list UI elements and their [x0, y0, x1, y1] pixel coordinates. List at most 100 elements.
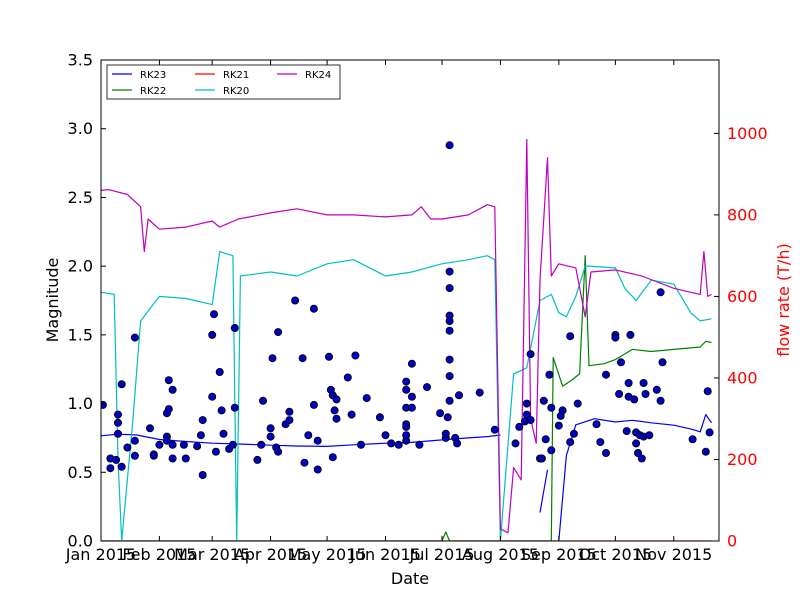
- y-tick-label: 3.5: [68, 51, 93, 70]
- scatter-point: [541, 435, 550, 444]
- scatter-point: [130, 333, 139, 342]
- scatter-point: [164, 405, 173, 414]
- scatter-point: [453, 439, 462, 448]
- scatter-point: [168, 385, 177, 394]
- scatter-point: [215, 367, 224, 376]
- x-tick-label: Jan 2015: [65, 545, 136, 564]
- scatter-point: [117, 380, 126, 389]
- x-axis-label: Date: [391, 569, 429, 588]
- y-axis-left: 0.0 0.5 1.0 1.5 2.0 2.5 3.0 3.5: [68, 51, 106, 551]
- scatter-point: [443, 413, 452, 422]
- scatter-point: [547, 446, 556, 455]
- scatter-point: [274, 328, 283, 337]
- scatter-point: [114, 418, 123, 427]
- scatter-point: [274, 447, 283, 456]
- scatter-point: [198, 470, 207, 479]
- scatter-point: [123, 443, 132, 452]
- scatter-point: [407, 359, 416, 368]
- scatter-point: [688, 435, 697, 444]
- scatter-point: [602, 370, 611, 379]
- scatter-point: [656, 288, 665, 297]
- scatter-point: [208, 330, 217, 339]
- scatter-point: [343, 373, 352, 382]
- y-tick-label: 3.0: [68, 119, 93, 138]
- legend-label: RK22: [140, 86, 166, 97]
- scatter-point: [490, 425, 499, 434]
- x-tick-label: Nov 2015: [635, 545, 712, 564]
- scatter-point: [596, 438, 605, 447]
- scatter-point: [402, 377, 411, 386]
- scatter-point: [511, 439, 520, 448]
- scatter-point: [445, 267, 454, 276]
- scatter-point: [106, 464, 115, 473]
- scatter-point: [547, 403, 556, 412]
- scatter-point: [573, 399, 582, 408]
- scatter-point: [162, 436, 171, 445]
- y-tick-label: 1.0: [68, 394, 93, 413]
- scatter-point: [445, 326, 454, 335]
- x-tick-label: May 2015: [288, 545, 367, 564]
- x-tick-label: Jun 2015: [349, 545, 421, 564]
- scatter-point: [415, 440, 424, 449]
- y2-tick-label: 600: [727, 287, 758, 306]
- scatter-point: [330, 406, 339, 415]
- scatter-point: [145, 424, 154, 433]
- scatter-point: [611, 333, 620, 342]
- scatter-point: [436, 409, 445, 418]
- y-tick-label: 0.0: [68, 532, 93, 551]
- scatter-point: [332, 395, 341, 404]
- scatter-point: [545, 370, 554, 379]
- scatter-point: [285, 416, 294, 425]
- scatter-point: [304, 431, 313, 440]
- scatter-point: [626, 330, 635, 339]
- scatter-point: [632, 439, 641, 448]
- scatter-point: [656, 396, 665, 405]
- x-tick-label: Oct 2015: [579, 545, 652, 564]
- scatter-point: [266, 432, 275, 441]
- scatter-point: [566, 332, 575, 341]
- scatter-point: [257, 440, 266, 449]
- scatter-point: [522, 410, 531, 419]
- legend: RK23 RK22 RK21 RK20 RK24: [106, 64, 341, 100]
- scatter-point: [181, 454, 190, 463]
- scatter-point: [454, 391, 463, 400]
- x-tick-label: Feb 2015: [122, 545, 196, 564]
- scatter-point: [539, 396, 548, 405]
- scatter-point: [230, 323, 239, 332]
- scatter-point: [602, 448, 611, 457]
- series-line-rk22: [101, 255, 712, 541]
- scatter-point: [703, 387, 712, 396]
- scatter-point: [558, 406, 567, 415]
- y-tick-label: 0.5: [68, 463, 93, 482]
- scatter-point: [402, 385, 411, 394]
- scatter-point: [193, 442, 202, 451]
- scatter-point: [362, 394, 371, 403]
- y2-tick-label: 1000: [727, 124, 768, 143]
- scatter-point: [179, 440, 188, 449]
- scatter-point: [347, 410, 356, 419]
- x-tick-label: Aug 2015: [462, 545, 539, 564]
- y2-tick-label: 800: [727, 205, 758, 224]
- scatter-point: [285, 407, 294, 416]
- scatter-point: [445, 317, 454, 326]
- scatter-point: [407, 392, 416, 401]
- scatter-point: [402, 431, 411, 440]
- scatter-point: [168, 440, 177, 449]
- scatter-point: [356, 440, 365, 449]
- scatter-point: [328, 453, 337, 462]
- plot-frame: [100, 59, 720, 542]
- scatter-point: [351, 351, 360, 360]
- scatter-point: [407, 403, 416, 412]
- x-tick-label: Mar 2015: [174, 545, 250, 564]
- scatter-point: [624, 378, 633, 387]
- y-axis-right: 0 200 400 600 800 1000: [714, 124, 768, 551]
- scatter-point: [658, 358, 667, 367]
- scatter-point: [526, 416, 535, 425]
- y-tick-label: 1.5: [68, 325, 93, 344]
- scatter-point: [196, 431, 205, 440]
- y-tick-label: 2.0: [68, 257, 93, 276]
- scatter-point: [422, 383, 431, 392]
- scatter-point: [211, 447, 220, 456]
